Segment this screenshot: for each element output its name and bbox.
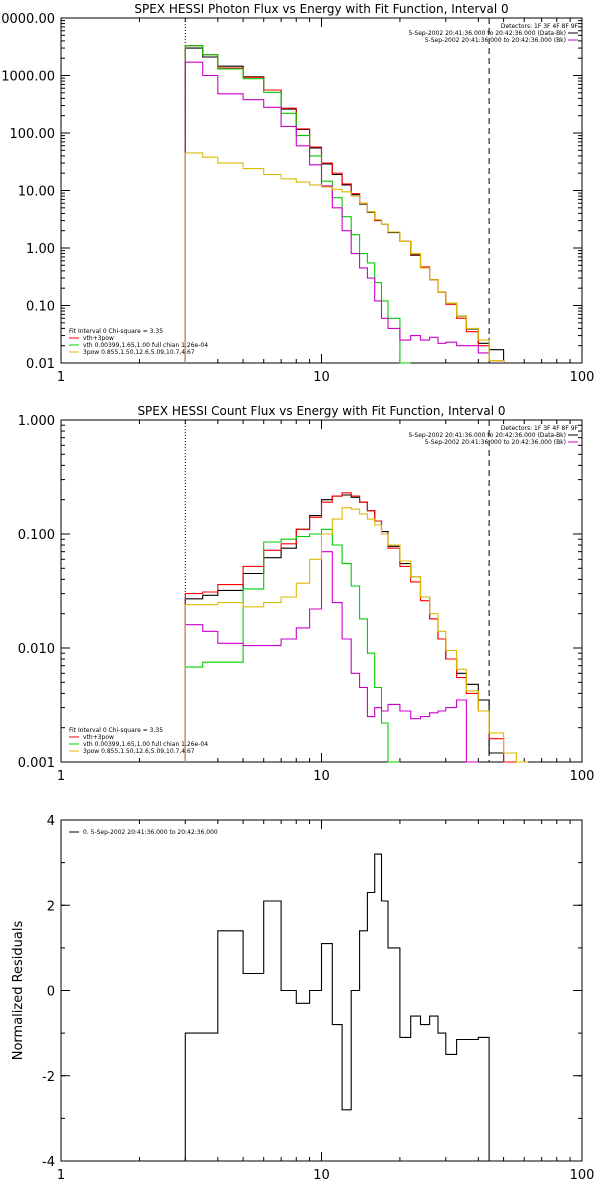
y-tick-label: -2 bbox=[42, 1070, 55, 1085]
legend-legend_top: Detectors: 1F 3F 4F 8F 9F5-Sep-2002 20:4… bbox=[408, 23, 578, 44]
series-4-histogram bbox=[184, 152, 505, 363]
y-tick-label: 0 bbox=[47, 985, 55, 1000]
legend-header: Detectors: 1F 3F 4F 8F 9F bbox=[501, 23, 579, 30]
y-tick-label: 4 bbox=[47, 814, 55, 829]
series-3-histogram bbox=[184, 551, 479, 763]
y-tick-label: 10.00 bbox=[18, 185, 55, 200]
series-0-histogram bbox=[184, 853, 490, 1161]
x-tick-label: 100 bbox=[570, 769, 595, 784]
legend-entry-text: 5-Sep-2002 20:41:36.000 to 20:42:36.000 … bbox=[408, 432, 566, 439]
x-tick-label: 1 bbox=[57, 370, 65, 385]
chart-panel-2: SPEX HESSI Count Flux vs Energy with Fit… bbox=[18, 404, 595, 784]
legend-header: Fit Interval 0 Chi-square = 3.35 bbox=[69, 727, 163, 734]
legend-entry-text: vth 0.00399,1.65,1.00 full chian 1.26e-0… bbox=[83, 342, 208, 349]
legend-entry-text: 5-Sep-2002 20:41:36.000 to 20:42:36.000 … bbox=[425, 37, 566, 44]
y-tick-label: 2 bbox=[47, 899, 55, 914]
series-1-histogram bbox=[184, 492, 517, 763]
series-0-histogram bbox=[184, 47, 505, 363]
x-tick-label: 100 bbox=[570, 1168, 595, 1183]
legend-entry-text: 3pow 0.855,1.50,12.6,5.09,10.7,4.67 bbox=[83, 349, 195, 356]
chart-title: SPEX HESSI Photon Flux vs Energy with Fi… bbox=[134, 2, 508, 16]
series-3-histogram bbox=[184, 61, 505, 363]
x-tick-label: 1 bbox=[57, 769, 65, 784]
series-2-histogram bbox=[184, 45, 411, 364]
legend-legend_bottom: Fit Interval 0 Chi-square = 3.35vth+3pow… bbox=[69, 727, 208, 755]
x-tick-label: 10 bbox=[313, 769, 330, 784]
y-tick-label: 0.010 bbox=[18, 642, 55, 657]
y-tick-label: 0.10 bbox=[26, 300, 55, 315]
x-tick-label: 100 bbox=[570, 370, 595, 385]
chart-panel-1: SPEX HESSI Photon Flux vs Energy with Fi… bbox=[0, 2, 594, 385]
legend-header: Detectors: 1F 3F 4F 8F 9F bbox=[501, 425, 579, 432]
y-tick-label: -4 bbox=[42, 1155, 55, 1170]
y-tick-label: 1.000 bbox=[18, 414, 55, 429]
x-tick-label: 10 bbox=[313, 1168, 330, 1183]
x-tick-label: 1 bbox=[57, 1168, 65, 1183]
y-tick-label: 1000.00 bbox=[1, 70, 55, 85]
y-tick-label: 100.00 bbox=[10, 127, 56, 142]
chart-panel-3: 1 10 100 4 2 0 -2 -4 Normalized Residuals 0. 5-Se… bbox=[11, 814, 594, 1183]
legend-header: Fit Interval 0 Chi-square = 3.35 bbox=[69, 328, 163, 335]
legend-entry-text: vth+3pow bbox=[83, 734, 114, 741]
legend-entry-text: 3pow 0.855,1.50,12.6,5.09,10.7,4.67 bbox=[83, 748, 195, 755]
legend-entry-text: 0. 5-Sep-2002 20:41:36.000 to 20:42:36.0… bbox=[83, 829, 218, 836]
series-2-histogram bbox=[184, 528, 400, 763]
y-tick-label: 0.01 bbox=[26, 357, 55, 372]
plot-frame bbox=[60, 17, 583, 364]
legend-legend: 0. 5-Sep-2002 20:41:36.000 to 20:42:36.0… bbox=[69, 829, 218, 836]
chart-title: SPEX HESSI Count Flux vs Energy with Fit… bbox=[137, 404, 505, 418]
series-0-histogram bbox=[184, 494, 505, 762]
y-tick-label: 0.100 bbox=[18, 528, 55, 543]
x-tick-label: 10 bbox=[313, 370, 330, 385]
y-tick-label: 1.00 bbox=[26, 242, 55, 257]
legend-entry-text: vth+3pow bbox=[83, 335, 114, 342]
legend-legend_top: Detectors: 1F 3F 4F 8F 9F5-Sep-2002 20:4… bbox=[408, 425, 578, 446]
legend-entry-text: 5-Sep-2002 20:41:36.000 to 20:42:36.000 … bbox=[425, 439, 566, 446]
y-axis-label: Normalized Residuals bbox=[11, 921, 26, 1061]
legend-entry-text: vth 0.00399,1.65,1.00 full chian 1.26e-0… bbox=[83, 741, 208, 748]
legend-entry-text: 5-Sep-2002 20:41:36.000 to 20:42:36.000 … bbox=[408, 30, 566, 37]
series-4-histogram bbox=[184, 507, 528, 763]
y-tick-label: 0.001 bbox=[18, 756, 55, 771]
legend-legend_bottom: Fit Interval 0 Chi-square = 3.35vth+3pow… bbox=[69, 328, 208, 356]
